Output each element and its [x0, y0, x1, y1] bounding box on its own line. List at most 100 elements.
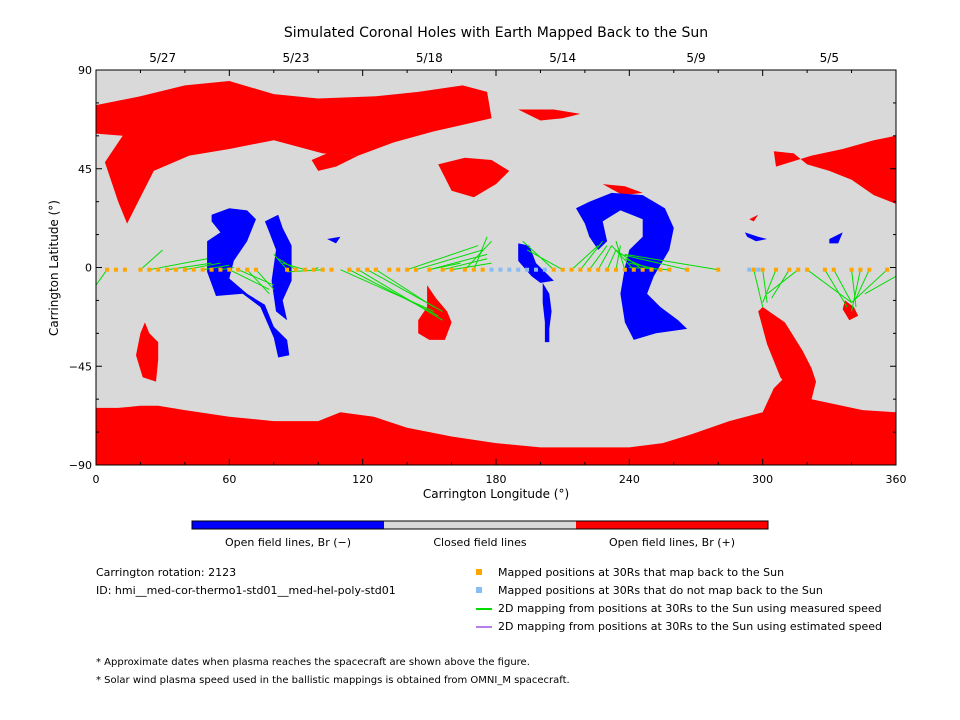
mapping-lines — [96, 236, 896, 321]
mapped-marker-12 — [218, 267, 223, 272]
mapped-marker-3 — [138, 267, 143, 272]
mapped-marker-16 — [254, 267, 258, 272]
carrington-rotation: Carrington rotation: 2123 — [96, 566, 237, 579]
positive-open-region-0 — [96, 377, 896, 465]
mapping-line-47 — [762, 269, 777, 303]
x-tick-label-60: 60 — [222, 473, 236, 486]
mapped-marker-26 — [374, 267, 378, 272]
mapping-line-32 — [580, 240, 604, 271]
negative-open-region-19 — [829, 232, 843, 244]
mapped-marker-47 — [640, 267, 645, 272]
mapping-line-13 — [282, 262, 306, 271]
y-axis: 90 45 0 −45 −90 — [69, 64, 896, 472]
mapping-line-6 — [220, 267, 234, 271]
positive-open-region-7 — [758, 307, 816, 400]
y-tick-label-3: −45 — [69, 360, 92, 373]
mapping-line-56 — [851, 269, 888, 303]
mapping-line-33 — [588, 245, 608, 270]
x-axis: 0 60 120 180 240 300 360 — [93, 70, 907, 486]
positive-open-region-2 — [311, 153, 359, 171]
mapping-line-42 — [629, 267, 670, 271]
mapping-line-54 — [851, 269, 861, 312]
mapped-marker-19 — [302, 267, 307, 272]
mapping-line-4 — [184, 262, 221, 271]
mapped-marker-32 — [440, 267, 445, 272]
mapping-line-26 — [375, 269, 435, 308]
x-tick-label-180: 180 — [486, 473, 507, 486]
mapping-line-28 — [473, 236, 488, 270]
footnote-speed: * Solar wind plasma speed used in the ba… — [96, 675, 570, 686]
mapping-line-24 — [357, 269, 443, 321]
mapped-marker-52 — [716, 267, 721, 272]
mapping-line-21 — [429, 262, 461, 271]
mapped-marker-9 — [191, 267, 196, 272]
mapped-marker-46 — [631, 267, 636, 272]
mapped-marker-4 — [147, 267, 152, 272]
mapped-marker-10 — [200, 267, 205, 272]
mapped-marker-35 — [471, 267, 476, 272]
measured-line-swatch — [476, 608, 492, 610]
mapped-marker-7 — [174, 267, 178, 272]
negative-open-region-17 — [327, 236, 341, 244]
positive-open-region-10 — [749, 214, 759, 222]
y-tick-label-2: 0 — [85, 262, 92, 275]
mapped-marker-25 — [365, 267, 370, 272]
x-tick-label-0: 0 — [93, 473, 100, 486]
unmapped-marker-2 — [507, 267, 512, 272]
mapped-marker-39 — [569, 267, 574, 272]
mapped-marker-57 — [796, 267, 801, 272]
mapping-line-27 — [464, 240, 492, 271]
colorbar-segment-2 — [576, 521, 768, 529]
y-axis-label: Carrington Latitude (°) — [47, 200, 61, 336]
mapped-marker-14 — [236, 267, 241, 272]
positive-open-region-3 — [438, 157, 510, 198]
top-date-label-0: 5/27 — [149, 51, 176, 65]
mapping-line-52 — [833, 269, 852, 303]
mapped-marker-2 — [122, 267, 127, 272]
mapping-line-16 — [406, 245, 479, 271]
mapped-marker-29 — [405, 267, 410, 272]
colorbar: Open field lines, Br (−) Closed field lin… — [191, 520, 769, 549]
plot-area — [95, 69, 897, 466]
unmapped-marker-5 — [534, 267, 538, 272]
positive-open-region-9 — [418, 285, 452, 340]
mapping-line-5 — [202, 264, 230, 271]
mapping-markers — [105, 267, 890, 272]
mapping-line-55 — [855, 269, 870, 299]
mapped-marker-18 — [294, 267, 298, 272]
mapped-marker-15 — [245, 267, 250, 272]
mapped-marker-13 — [227, 267, 232, 272]
model-id: ID: hmi__med-cor-thermo1-std01__med-hel-… — [96, 584, 396, 597]
estimated-line-swatch — [476, 626, 492, 628]
mapping-line-36 — [615, 245, 621, 270]
mapped-marker-5 — [156, 267, 161, 272]
negative-open-region-13 — [264, 214, 292, 321]
y-tick-label-4: −90 — [69, 459, 92, 472]
mapped-marker-33 — [449, 267, 454, 272]
mapping-line-57 — [864, 275, 896, 295]
mapped-marker-51 — [685, 267, 690, 272]
colorbar-frame — [191, 520, 769, 530]
mapping-line-17 — [415, 249, 483, 271]
top-date-label-5: 5/5 — [820, 51, 839, 65]
mapped-marker-17 — [285, 267, 290, 272]
colorbar-label-1: Closed field lines — [433, 536, 527, 549]
mapped-marker-38 — [560, 267, 565, 272]
positive-open-region-5 — [773, 135, 896, 204]
mapped-marker-49 — [658, 267, 663, 272]
mapping-line-44 — [624, 253, 719, 271]
mapping-line-10 — [255, 269, 275, 290]
mapping-line-29 — [522, 240, 555, 271]
mapped-marker-42 — [596, 267, 601, 272]
colorbar-segment-0 — [192, 521, 384, 529]
colorbar-label-2: Open field lines, Br (+) — [609, 536, 735, 549]
mapped-marker-60 — [831, 267, 836, 272]
mapped-marker-40 — [578, 267, 583, 272]
mapping-line-0 — [96, 269, 108, 286]
field-regions — [96, 81, 896, 465]
mapped-marker-21 — [320, 267, 325, 272]
mapped-marker-61 — [849, 267, 854, 272]
legend-label: Mapped positions at 30Rs that map back t… — [498, 566, 785, 579]
top-date-label-1: 5/23 — [283, 51, 310, 65]
mapped-marker-50 — [667, 267, 672, 272]
